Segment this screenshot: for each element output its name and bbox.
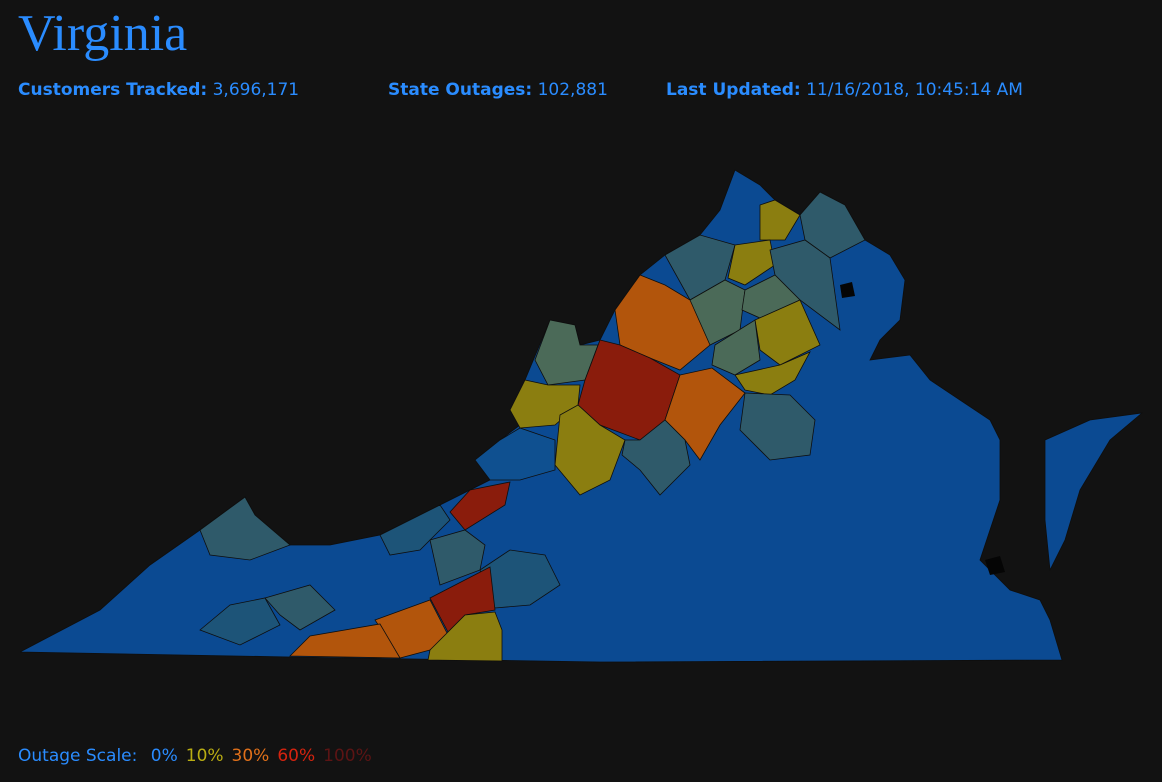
scale-step: 10% [185,746,224,766]
county [727,239,776,286]
county [199,496,291,561]
stat: Last Updated: 11/16/2018, 10:45:14 AM [666,80,1023,100]
state-title: Virginia [18,5,188,62]
scale-step: 30% [231,746,270,766]
scale-step: 100% [323,746,372,766]
stat-value: 3,696,171 [212,80,300,100]
county [621,419,691,496]
county [427,611,503,662]
county [759,199,801,241]
county [289,623,401,659]
county [429,566,496,633]
scale-step: 0% [150,746,178,766]
county [554,404,626,496]
county [474,427,556,481]
county [711,319,761,376]
stat-value: 11/16/2018, 10:45:14 AM [806,80,1023,100]
city [840,282,855,298]
scale-steps: 0% 10% 30% 60% 100% [151,746,380,766]
county [739,392,816,461]
outage-scale: Outage Scale: 0% 10% 30% 60% 100% [18,746,388,766]
county [199,597,281,646]
stat-label: Last Updated: [666,80,801,100]
stat-label: State Outages: [388,80,533,100]
county [734,351,811,396]
city [985,556,1005,575]
stat: State Outages: 102,881 [388,80,608,100]
county [449,481,511,531]
scale-label: Outage Scale: [18,746,138,766]
county [754,299,821,366]
stat: Customers Tracked: 3,696,171 [18,80,299,100]
county [264,584,336,631]
eastern-shore [1044,412,1144,572]
stat-label: Customers Tracked: [18,80,208,100]
scale-step: 60% [277,746,316,766]
stat-value: 102,881 [537,80,608,100]
county [664,234,736,301]
county [429,529,486,586]
county [379,504,451,556]
